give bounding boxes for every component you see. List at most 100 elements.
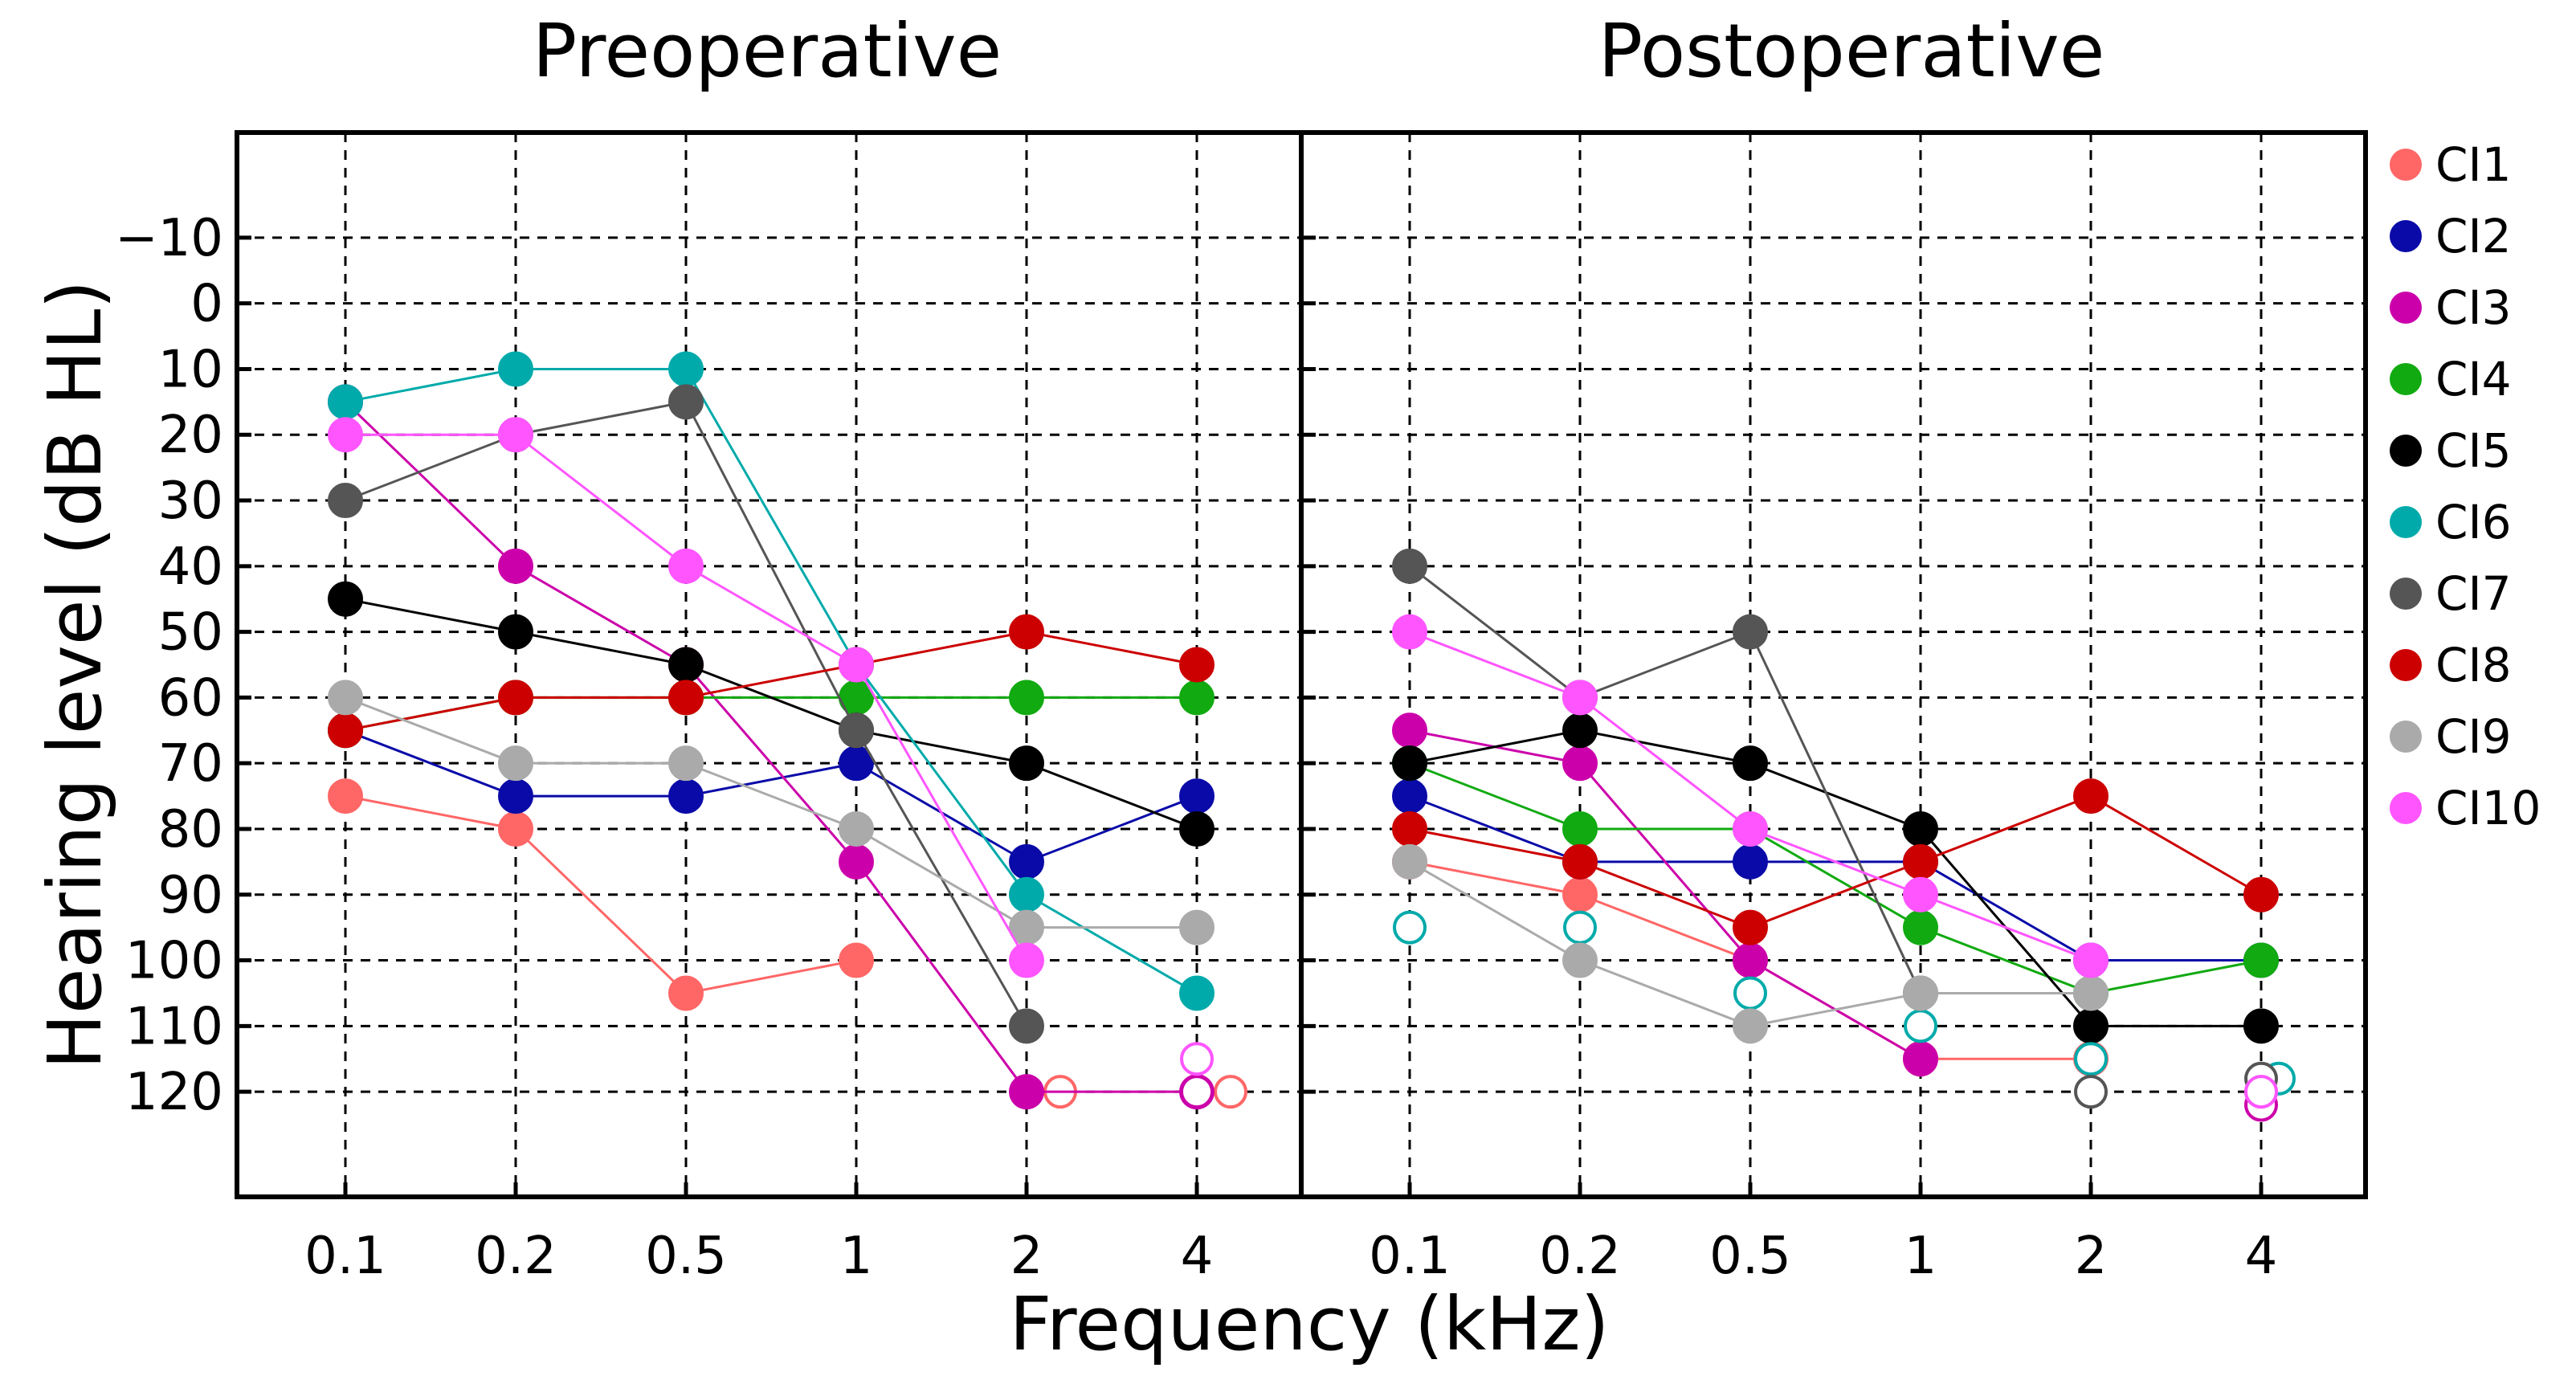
data-point-ci5 xyxy=(1009,745,1044,782)
data-point-ci9 xyxy=(328,680,363,716)
x-tick-label: 0.5 xyxy=(1709,1227,1791,1286)
panel-frame xyxy=(235,130,1304,1199)
x-tick-label: 4 xyxy=(1181,1227,1214,1286)
data-point-ci5 xyxy=(1733,745,1768,782)
series-line xyxy=(344,401,1197,1093)
data-point-ci3 xyxy=(1733,942,1768,978)
data-point-ci2 xyxy=(1733,843,1768,880)
y-tick-label: 100 xyxy=(125,932,223,991)
series-ci10-postoperative xyxy=(1392,614,2278,1109)
data-point-ci6 xyxy=(1009,876,1044,913)
x-tick-label: 0.1 xyxy=(304,1227,386,1286)
data-point-ci9 xyxy=(1392,843,1427,880)
data-layer xyxy=(328,351,2296,1122)
data-point-ci6 xyxy=(498,351,533,387)
data-point-ci2 xyxy=(668,778,704,815)
data-point-ci4 xyxy=(1009,680,1044,716)
data-point-ci7 xyxy=(668,384,704,420)
series-ci4-preoperative xyxy=(328,680,1215,749)
data-point-ci8 xyxy=(2073,778,2109,815)
data-point-ci8 xyxy=(1903,843,1938,880)
panel-title-postoperative: Postoperative xyxy=(1598,8,2105,94)
series-line xyxy=(1409,729,2261,1027)
panel-title-preoperative: Preoperative xyxy=(533,8,1002,94)
data-point-ci8 xyxy=(1392,810,1427,847)
data-point-ci5 xyxy=(1903,810,1938,847)
data-point-ci3 xyxy=(498,548,533,584)
series-ci4-postoperative xyxy=(1392,745,2279,1011)
open-point-ci6 xyxy=(2074,1042,2108,1076)
data-point-ci1 xyxy=(498,810,533,847)
data-point-ci5 xyxy=(1562,712,1598,749)
data-point-ci1 xyxy=(668,975,704,1011)
data-point-ci5 xyxy=(328,581,363,617)
data-point-ci9 xyxy=(1733,1008,1768,1044)
data-point-ci9 xyxy=(2073,975,2109,1011)
y-tick-label: 60 xyxy=(158,668,223,728)
legend-marker-ci2 xyxy=(2390,220,2422,252)
x-tick-label: 0.2 xyxy=(475,1227,557,1286)
x-tick-label: 0.1 xyxy=(1369,1227,1451,1286)
x-tick-label: 0.2 xyxy=(1539,1227,1621,1286)
legend-marker-ci3 xyxy=(2390,292,2422,324)
data-point-ci10 xyxy=(1562,680,1598,716)
series-ci8-postoperative xyxy=(1392,778,2279,945)
legend-marker-ci7 xyxy=(2390,578,2422,610)
data-point-ci3 xyxy=(839,843,874,880)
x-tick-label: 4 xyxy=(2245,1227,2278,1286)
panel-frame xyxy=(1299,130,2368,1199)
data-point-ci9 xyxy=(498,745,533,782)
legend-label-ci7: CI7 xyxy=(2435,566,2512,621)
data-point-ci10 xyxy=(2073,942,2109,978)
data-point-ci7 xyxy=(1009,1008,1044,1044)
x-tick-label: 2 xyxy=(2075,1227,2108,1286)
data-point-ci4 xyxy=(2243,942,2279,978)
text-layer: Preoperative Postoperative Frequency (kH… xyxy=(32,8,2277,1367)
data-point-ci8 xyxy=(1009,614,1044,650)
data-point-ci1 xyxy=(1562,876,1598,913)
data-point-ci10 xyxy=(498,417,533,453)
legend-label-ci2: CI2 xyxy=(2435,209,2512,263)
data-point-ci1 xyxy=(839,942,874,978)
legend-label-ci6: CI6 xyxy=(2435,495,2512,549)
data-point-ci5 xyxy=(2243,1008,2279,1044)
data-point-ci4 xyxy=(1562,810,1598,847)
legend-label-ci10: CI10 xyxy=(2435,781,2541,835)
data-point-ci7 xyxy=(328,483,363,519)
legend-marker-ci5 xyxy=(2390,435,2422,467)
data-point-ci5 xyxy=(1179,810,1215,847)
series-line xyxy=(1409,794,2262,929)
series-ci5-preoperative xyxy=(328,581,1215,847)
data-point-ci6 xyxy=(1179,975,1215,1011)
series-ci3-postoperative xyxy=(1392,712,2278,1122)
open-point-ci6 xyxy=(1733,976,1767,1011)
legend-label-ci3: CI3 xyxy=(2435,280,2512,335)
legend-marker-ci9 xyxy=(2390,721,2422,753)
data-point-ci10 xyxy=(1009,942,1044,978)
y-tick-label: 110 xyxy=(125,997,223,1056)
x-axis-title: Frequency (kHz) xyxy=(1009,1281,1609,1367)
x-tick-label: 0.5 xyxy=(645,1227,727,1286)
series-ci9-preoperative xyxy=(328,680,1215,945)
data-point-ci9 xyxy=(839,810,874,847)
data-point-ci9 xyxy=(668,745,704,782)
data-point-ci10 xyxy=(328,417,363,453)
x-tick-label: 1 xyxy=(840,1227,873,1286)
data-point-ci10 xyxy=(1903,876,1938,913)
data-point-ci9 xyxy=(1562,942,1598,978)
y-tick-label: 20 xyxy=(158,406,223,465)
data-point-ci2 xyxy=(1179,778,1215,815)
series-ci3-preoperative xyxy=(328,384,1215,1110)
open-point-ci3 xyxy=(1180,1075,1214,1109)
legend-label-ci1: CI1 xyxy=(2435,137,2512,192)
open-point-ci6 xyxy=(1563,910,1597,945)
series-ci7-preoperative xyxy=(328,384,1044,1044)
y-tick-label: 90 xyxy=(158,866,223,925)
series-line xyxy=(345,367,1198,994)
series-line xyxy=(345,598,1198,831)
y-tick-label: 30 xyxy=(158,472,223,531)
data-point-ci2 xyxy=(1009,843,1044,880)
data-point-ci5 xyxy=(668,647,704,683)
open-point-ci6 xyxy=(1904,1009,1937,1043)
